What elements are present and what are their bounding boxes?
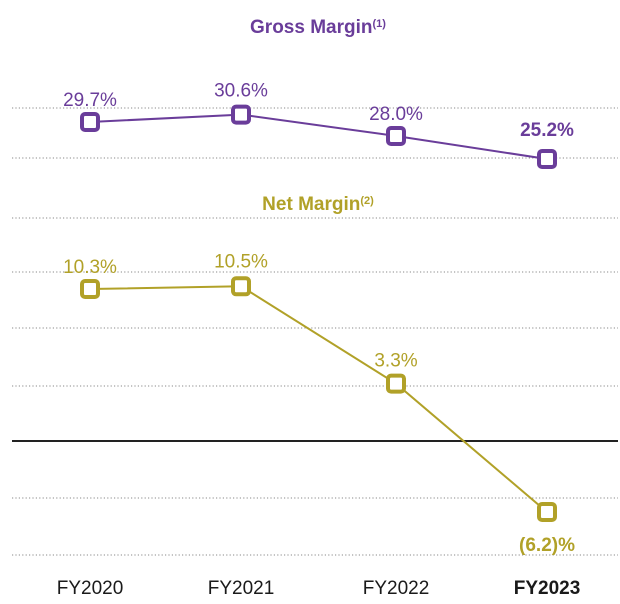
- net-margin-data-label: 10.5%: [214, 251, 268, 272]
- x-axis: FY2020 FY2021 FY2022 FY2023: [57, 578, 581, 599]
- x-tick-label: FY2023: [514, 578, 581, 599]
- gross-margin-data-label: 25.2%: [520, 120, 574, 141]
- gross-margin-point: [231, 104, 251, 125]
- gross-margin-title: Gross Margin(1): [250, 17, 386, 38]
- gridlines: [12, 107, 618, 556]
- x-tick-label: FY2022: [363, 578, 430, 599]
- gross-margin-series: 29.7% 30.6% 28.0% 25.2%: [63, 81, 574, 169]
- gross-margin-data-label: 28.0%: [369, 104, 423, 125]
- x-tick-label: FY2020: [57, 578, 124, 599]
- net-margin-point: [537, 502, 557, 522]
- net-margin-point: [80, 279, 100, 299]
- net-margin-title: Net Margin(2): [262, 194, 374, 215]
- net-margin-point: [386, 373, 406, 394]
- net-margin-point: [231, 276, 251, 297]
- net-margin-data-label: 10.3%: [63, 257, 117, 278]
- gross-margin-point: [537, 149, 557, 169]
- net-margin-line: [89, 285, 548, 513]
- x-tick-label: FY2021: [208, 578, 275, 599]
- gross-margin-point: [80, 112, 100, 132]
- net-margin-series: 10.3% 10.5% 3.3% (6.2)%: [63, 251, 575, 556]
- net-margin-data-label: 3.3%: [374, 351, 417, 372]
- net-margin-data-label: (6.2)%: [519, 535, 575, 556]
- gross-margin-data-label: 29.7%: [63, 90, 117, 111]
- gross-margin-line: [89, 113, 548, 160]
- gross-margin-point: [386, 125, 406, 146]
- gross-margin-data-label: 30.6%: [214, 81, 268, 102]
